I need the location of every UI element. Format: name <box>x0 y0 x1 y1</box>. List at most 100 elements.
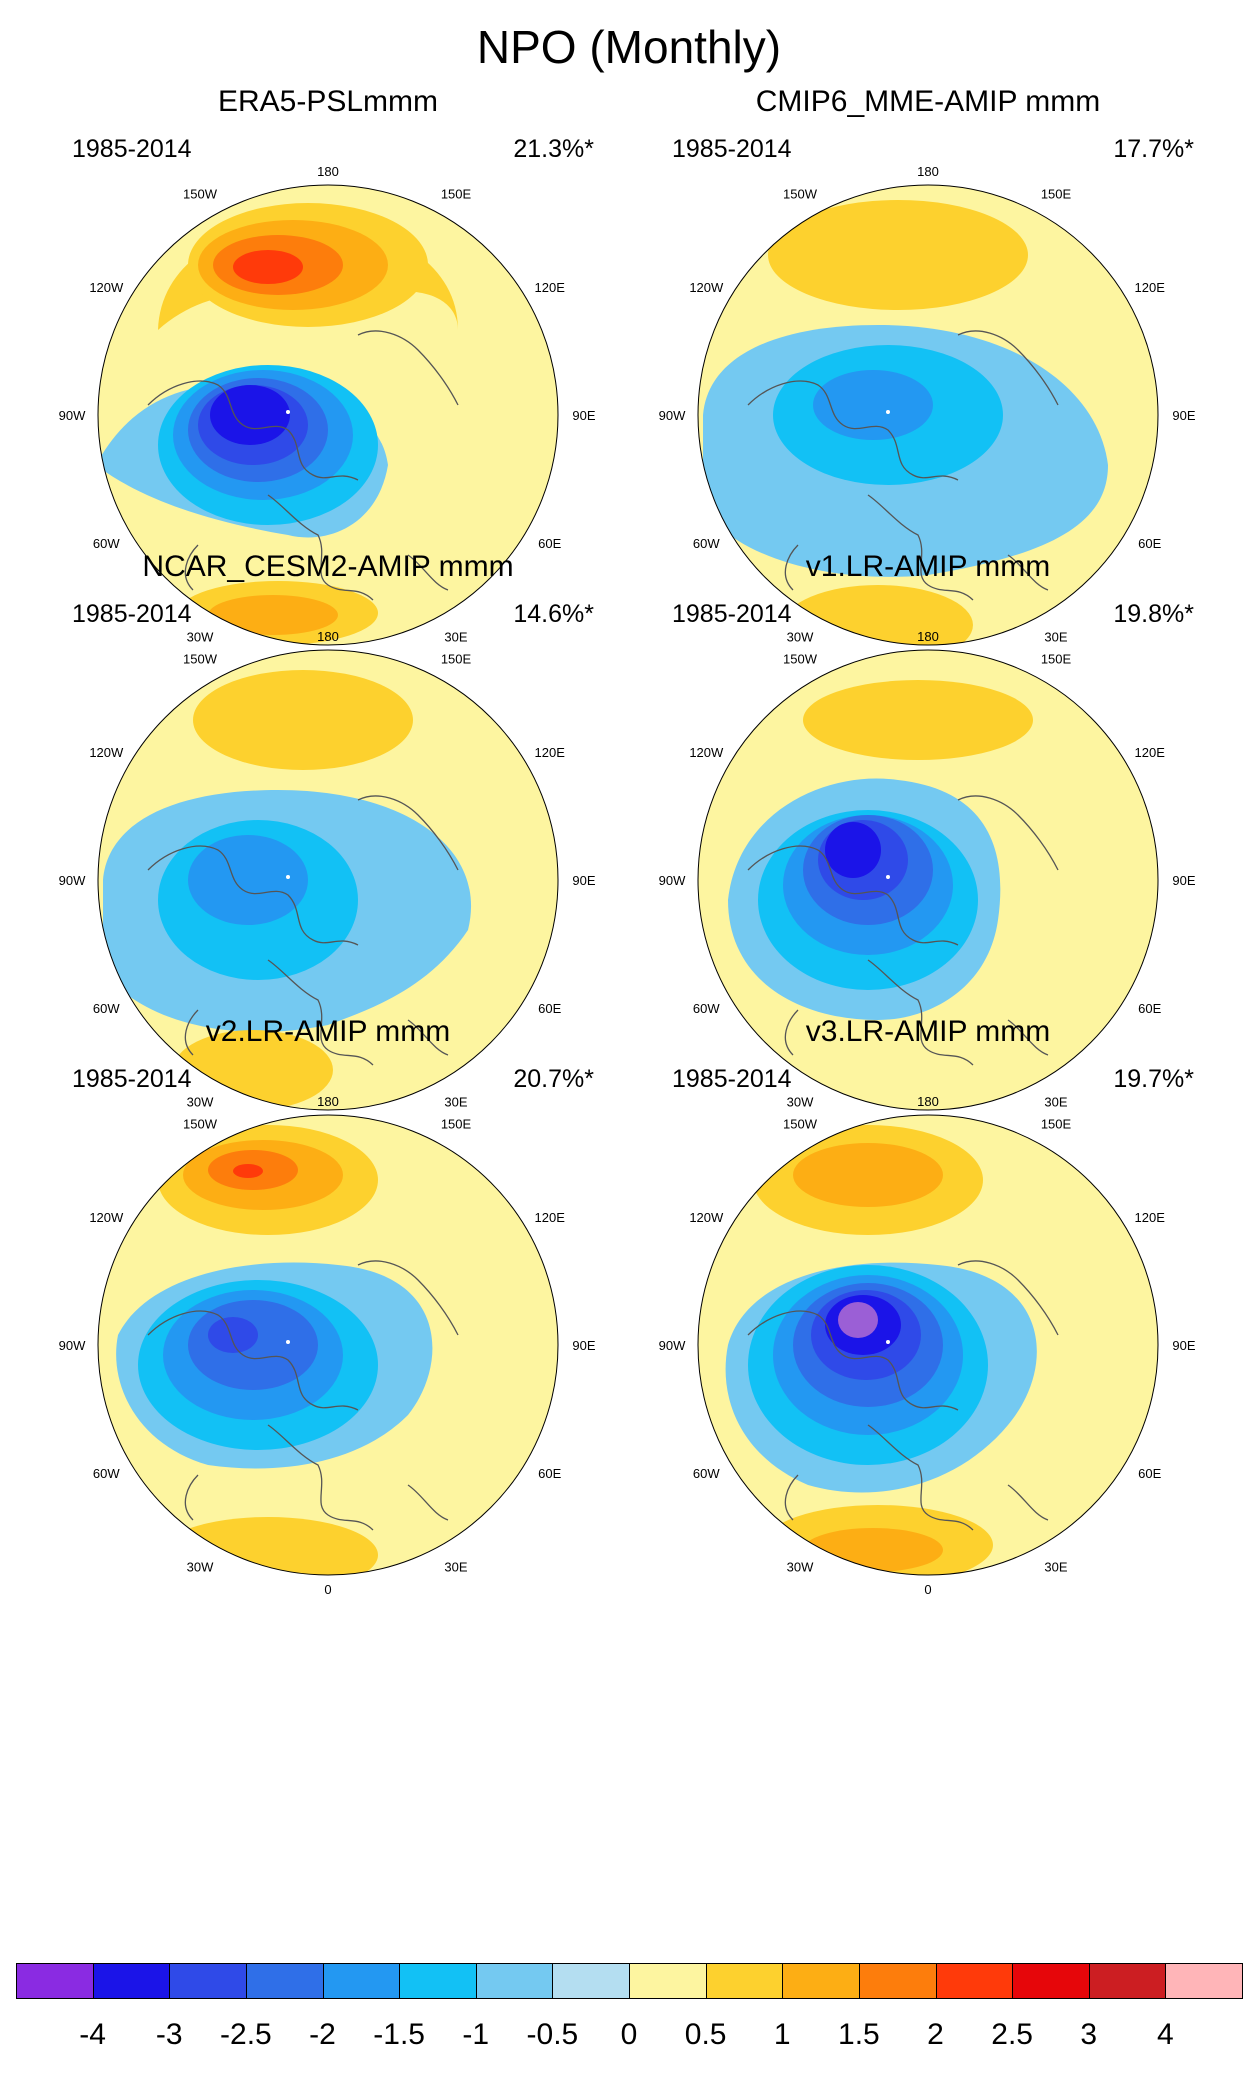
longitude-label: 150W <box>783 1116 818 1131</box>
longitude-label: 120E <box>1135 745 1166 760</box>
longitude-label: 90E <box>1172 1338 1195 1353</box>
longitude-label: 90E <box>1172 408 1195 423</box>
map-boundary <box>697 184 1159 646</box>
panel-title: v1.LR-AMIP mmm <box>805 550 1051 583</box>
panel-title: ERA5-PSLmmm <box>217 85 439 118</box>
colorbar-tick-label: 2 <box>927 2018 944 2051</box>
coastline <box>747 330 1059 601</box>
longitude-label: 120E <box>1135 280 1166 295</box>
variance-percent: 20.7%* <box>513 1065 594 1093</box>
period-label: 1985-2014 <box>672 135 792 163</box>
colorbar-swatch <box>399 1963 477 1999</box>
longitude-label: 150W <box>183 186 218 201</box>
longitude-label: 30E <box>444 630 467 645</box>
colorbar-swatch <box>1012 1963 1090 1999</box>
colorbar-tick-label: 1.5 <box>838 2018 880 2051</box>
longitude-label: 60W <box>93 536 120 551</box>
colorbar-swatch <box>705 1963 784 1999</box>
period-label: 1985-2014 <box>72 1065 192 1093</box>
colorbar-tick-label: -0.5 <box>526 2018 579 2051</box>
colorbar-swatch <box>1088 1963 1167 1999</box>
colorbar-swatch <box>629 1963 707 1999</box>
colorbar-swatch <box>475 1963 554 1999</box>
longitude-label: 60E <box>1138 1001 1161 1016</box>
figure-title: NPO (Monthly) <box>476 21 782 73</box>
north-pole-marker <box>886 1340 890 1344</box>
north-pole-marker <box>286 875 290 879</box>
anomaly-contour <box>210 385 290 445</box>
anomaly-contour <box>803 680 1033 760</box>
longitude-label: 120W <box>89 745 124 760</box>
anomaly-contour <box>793 1143 943 1207</box>
colorbar-swatch <box>858 1963 937 1999</box>
panel-title: v3.LR-AMIP mmm <box>805 1015 1051 1048</box>
anomaly-contour <box>208 1317 258 1353</box>
longitude-label: 180 <box>317 629 339 644</box>
longitude-label: 60W <box>693 536 720 551</box>
panel-title: CMIP6_MME-AMIP mmm <box>755 85 1101 118</box>
period-label: 1985-2014 <box>72 135 192 163</box>
period-label: 1985-2014 <box>672 1065 792 1093</box>
map-panel: 180150E120E90E60E30E030W60W90W120W150WNC… <box>28 550 628 1170</box>
longitude-label: 150W <box>183 1116 218 1131</box>
anomaly-contour <box>193 670 413 770</box>
longitude-label: 150E <box>441 1116 472 1131</box>
longitude-label: 30E <box>444 1560 467 1575</box>
colorbar-tick-label: 0.5 <box>684 2018 727 2051</box>
longitude-label: 60W <box>693 1466 720 1481</box>
anomaly-contour <box>838 1302 878 1338</box>
longitude-label: 30W <box>187 630 214 645</box>
longitude-label: 90W <box>59 1338 86 1353</box>
period-label: 1985-2014 <box>672 600 792 628</box>
coastline <box>747 1260 1059 1531</box>
longitude-label: 60W <box>93 1466 120 1481</box>
longitude-label: 0 <box>924 1582 931 1597</box>
map-panel: 180150E120E90E60E30E030W60W90W120W150WCM… <box>628 85 1228 705</box>
coastline <box>747 795 1059 1066</box>
longitude-label: 150W <box>783 186 818 201</box>
longitude-label: 90W <box>659 1338 686 1353</box>
longitude-label: 30W <box>787 1095 814 1110</box>
panel-title: v2.LR-AMIP mmm <box>205 1015 451 1048</box>
colorbar-swatch <box>245 1963 324 1999</box>
longitude-label: 90W <box>659 873 686 888</box>
longitude-label: 150E <box>1041 186 1072 201</box>
longitude-label: 30E <box>1044 1560 1067 1575</box>
anomaly-contour <box>233 250 303 284</box>
longitude-label: 120E <box>535 745 566 760</box>
variance-percent: 21.3%* <box>513 135 594 163</box>
north-pole-marker <box>886 410 890 414</box>
colorbar-swatch <box>16 1963 94 1999</box>
map-boundary <box>97 649 559 1111</box>
longitude-label: 30W <box>787 1560 814 1575</box>
map-panel: 180150E120E90E60E30E030W60W90W120W150WER… <box>28 85 628 705</box>
colorbar-tick-label: -3 <box>155 2018 183 2051</box>
coastline <box>147 1260 459 1531</box>
coastline <box>147 330 459 601</box>
anomaly-contour <box>188 835 308 925</box>
variance-percent: 14.6%* <box>513 600 594 628</box>
longitude-label: 180 <box>317 164 339 179</box>
longitude-label: 150E <box>441 186 472 201</box>
colorbar-swatch <box>322 1963 401 1999</box>
colorbar-swatch <box>169 1963 247 1999</box>
colorbar-tick-label: -4 <box>79 2018 106 2051</box>
longitude-label: 120E <box>535 280 566 295</box>
longitude-label: 0 <box>324 1582 331 1597</box>
coastline <box>147 795 459 1066</box>
map-boundary <box>97 184 559 646</box>
colorbar-tick-label: -1.5 <box>373 2018 425 2051</box>
longitude-label: 60E <box>538 1466 561 1481</box>
map-boundary <box>697 649 1159 1111</box>
anomaly-contour <box>158 1517 378 1575</box>
longitude-label: 60E <box>1138 536 1161 551</box>
colorbar-swatch <box>92 1963 171 1999</box>
longitude-label: 60E <box>1138 1466 1161 1481</box>
longitude-label: 60W <box>693 1001 720 1016</box>
longitude-label: 90W <box>659 408 686 423</box>
map-boundary <box>97 1114 559 1576</box>
